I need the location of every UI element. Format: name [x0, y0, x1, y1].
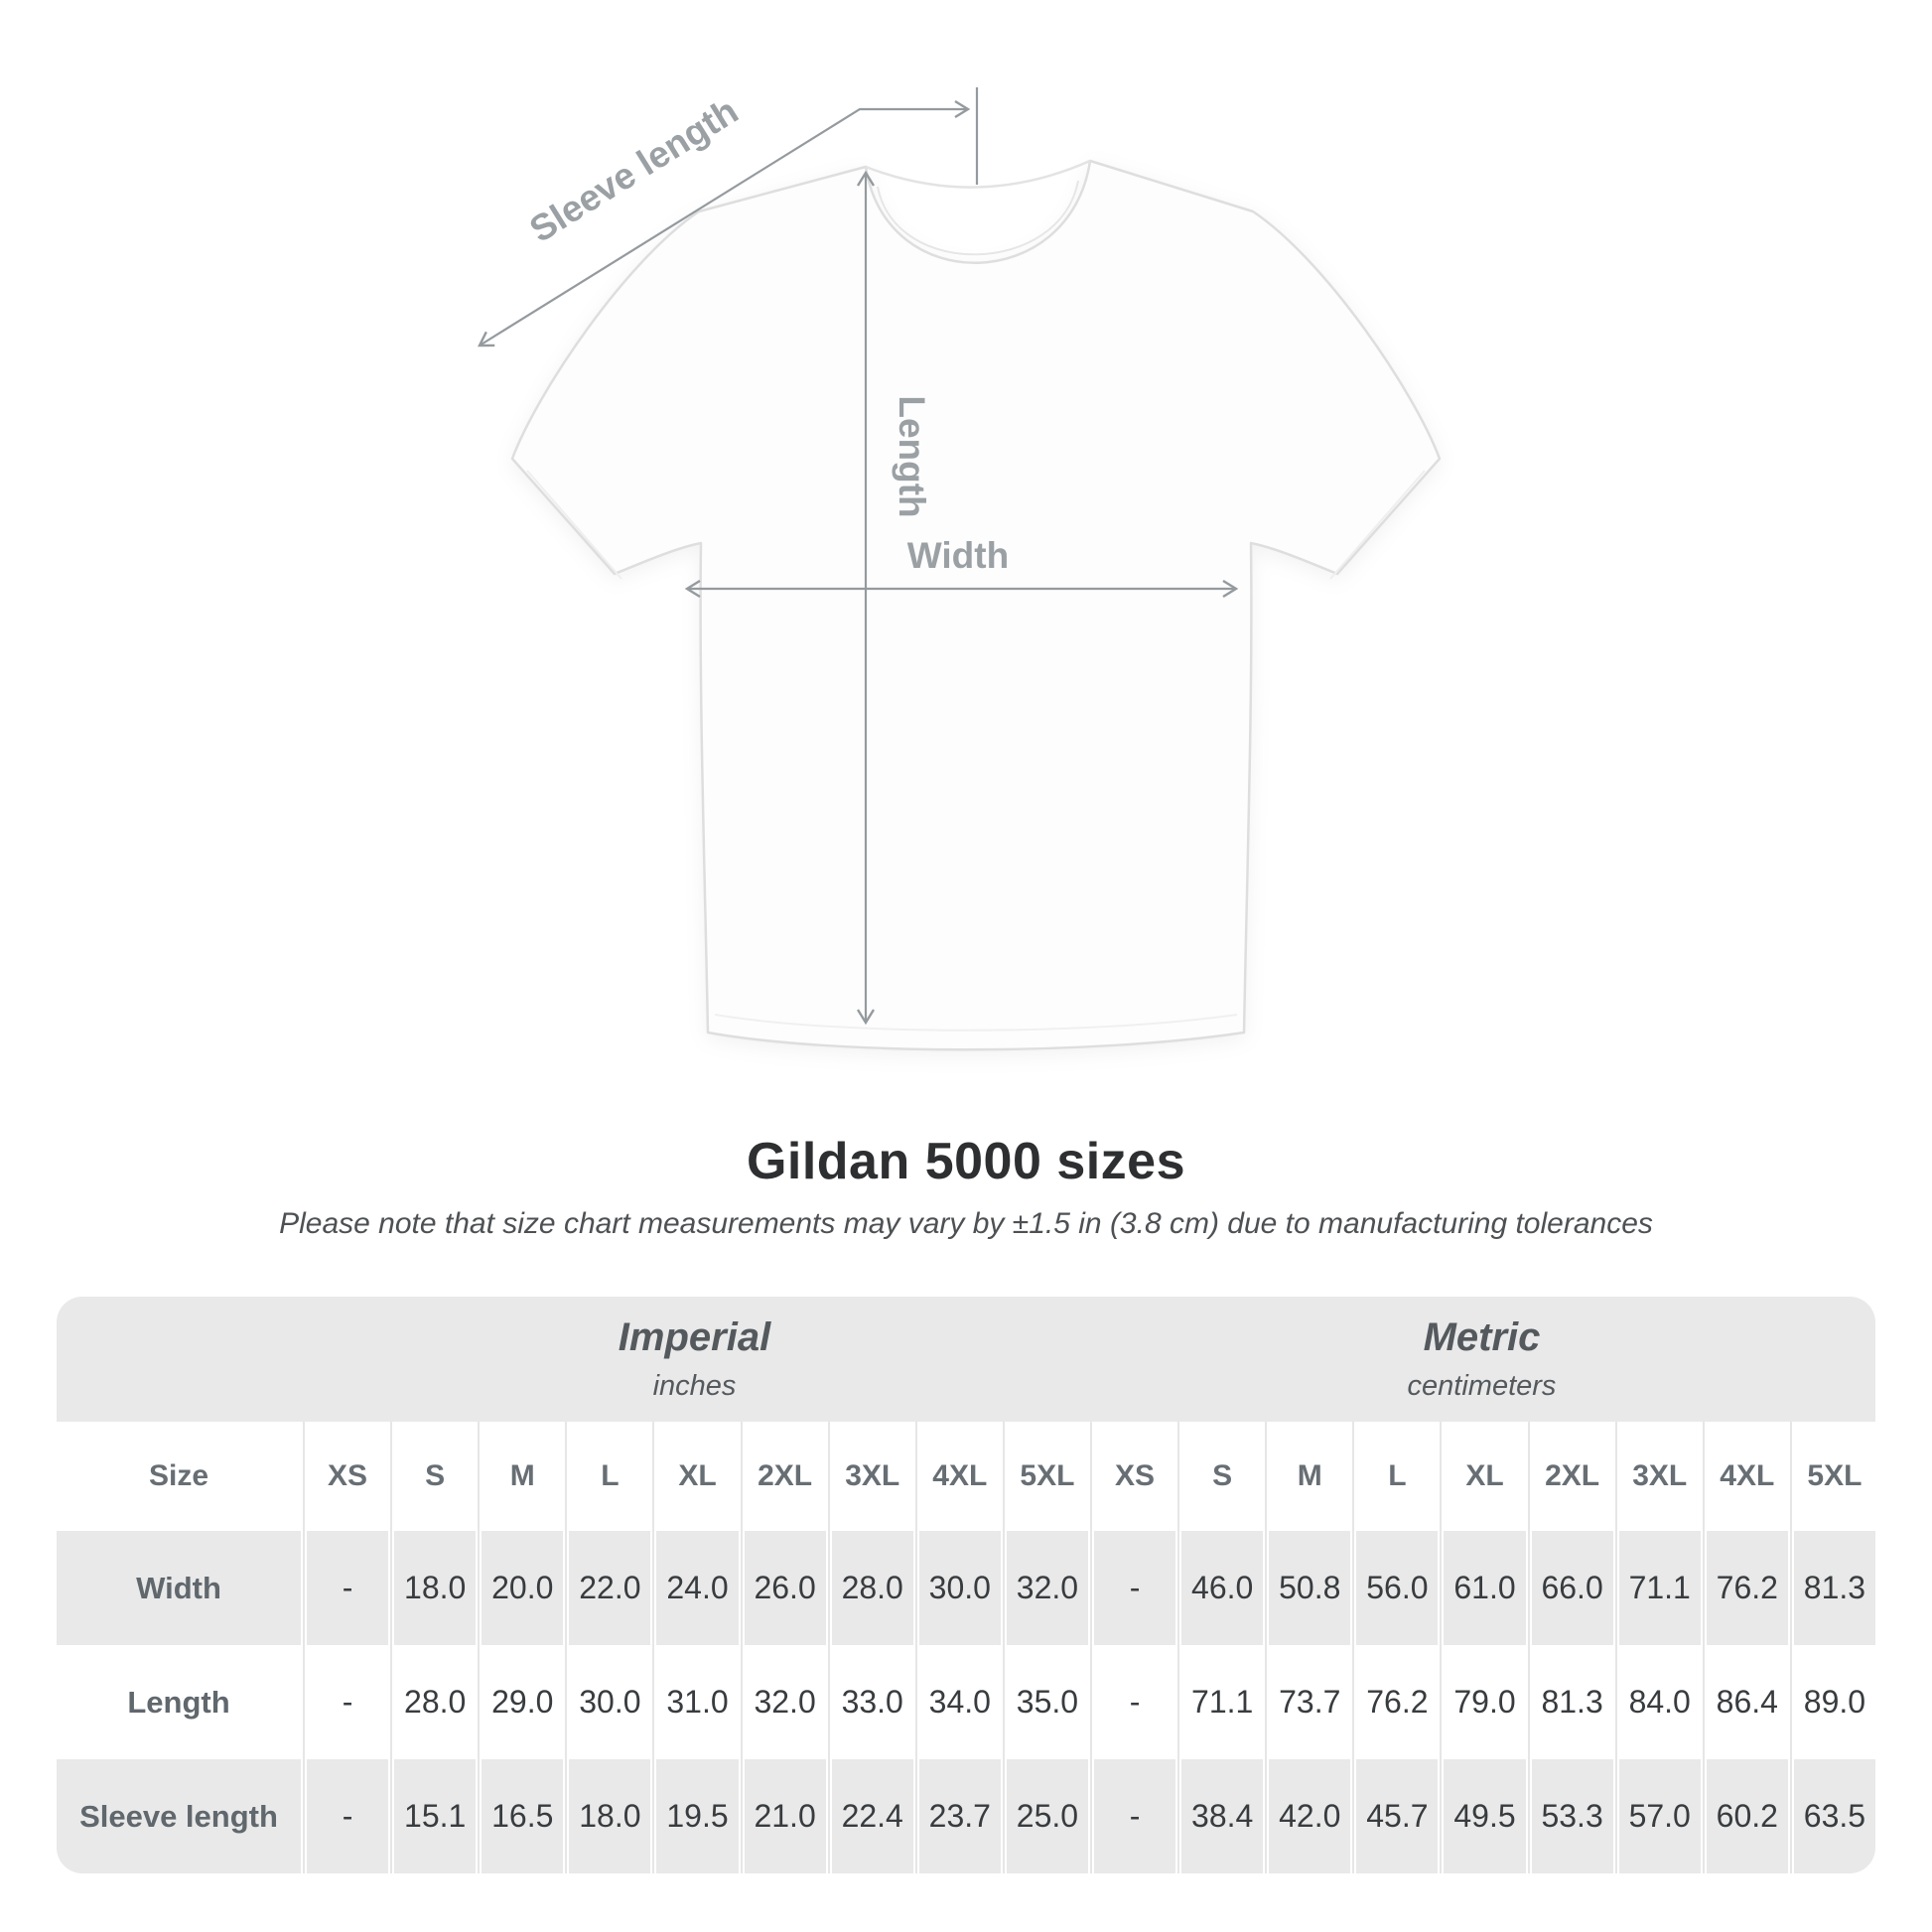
width-metric-4xl: 76.2	[1700, 1531, 1788, 1645]
left-cuff-stitch	[526, 470, 622, 580]
sleeve-length-row: Sleeve length - 15.1 16.5 18.0 19.5 21.0…	[57, 1759, 1875, 1873]
length-row: Length - 28.0 29.0 30.0 31.0 32.0 33.0 3…	[57, 1645, 1875, 1759]
metric-group-unit: centimeters	[1407, 1370, 1557, 1402]
metric-size-2xl: 2XL	[1525, 1422, 1613, 1531]
page-title: Gildan 5000 sizes	[746, 1133, 1186, 1190]
width-row: Width - 18.0 20.0 22.0 24.0 26.0 28.0 30…	[57, 1531, 1875, 1645]
width-metric-l: 56.0	[1350, 1531, 1438, 1645]
length-metric-m: 73.7	[1263, 1645, 1350, 1759]
length-metric-4xl: 86.4	[1700, 1645, 1788, 1759]
sleeve-metric-l: 45.7	[1350, 1759, 1438, 1873]
width-metric-m: 50.8	[1263, 1531, 1350, 1645]
imperial-size-5xl: 5XL	[1000, 1422, 1088, 1531]
size-column-header: Size	[148, 1459, 209, 1492]
width-imperial-xs: -	[301, 1531, 388, 1645]
size-header-row: Size XS S M L XL 2XL 3XL 4XL 5XL XS S M …	[57, 1422, 1875, 1531]
imperial-size-3xl: 3XL	[825, 1422, 913, 1531]
metric-size-l: L	[1350, 1422, 1438, 1531]
sleeve-imperial-2xl: 21.0	[738, 1759, 826, 1873]
width-imperial-2xl: 26.0	[738, 1531, 826, 1645]
imperial-size-s: S	[388, 1422, 476, 1531]
width-metric-s: 46.0	[1175, 1531, 1263, 1645]
sleeve-imperial-5xl: 25.0	[1000, 1759, 1088, 1873]
length-label: Length	[892, 395, 932, 517]
imperial-group-name: Imperial	[618, 1315, 771, 1359]
sleeve-metric-s: 38.4	[1175, 1759, 1263, 1873]
length-metric-5xl: 89.0	[1787, 1645, 1875, 1759]
length-row-label: Length	[127, 1684, 230, 1720]
size-table: Imperial inches Metric centimeters Size …	[57, 1297, 1875, 1873]
imperial-size-2xl: 2XL	[738, 1422, 826, 1531]
tshirt-image	[510, 159, 1442, 1051]
width-imperial-5xl: 32.0	[1000, 1531, 1088, 1645]
sleeve-imperial-3xl: 22.4	[825, 1759, 913, 1873]
right-cuff-stitch	[1329, 470, 1426, 580]
metric-size-xs: XS	[1088, 1422, 1175, 1531]
width-metric-5xl: 81.3	[1787, 1531, 1875, 1645]
sleeve-imperial-4xl: 23.7	[912, 1759, 1001, 1873]
length-metric-xs: -	[1088, 1645, 1175, 1759]
sleeve-metric-5xl: 63.5	[1787, 1759, 1875, 1873]
width-imperial-4xl: 30.0	[912, 1531, 1001, 1645]
length-metric-s: 71.1	[1175, 1645, 1263, 1759]
metric-group-header: Metric centimeters	[1088, 1297, 1875, 1422]
imperial-group-unit: inches	[652, 1370, 737, 1402]
width-metric-3xl: 71.1	[1612, 1531, 1701, 1645]
hem-stitch	[714, 1014, 1238, 1032]
width-metric-xl: 61.0	[1438, 1531, 1525, 1645]
length-metric-l: 76.2	[1350, 1645, 1438, 1759]
length-imperial-m: 29.0	[476, 1645, 563, 1759]
sleeve-imperial-m: 16.5	[476, 1759, 563, 1873]
length-metric-xl: 79.0	[1438, 1645, 1525, 1759]
metric-size-m: M	[1263, 1422, 1350, 1531]
length-metric-2xl: 81.3	[1525, 1645, 1613, 1759]
tolerance-note: Please note that size chart measurements…	[279, 1207, 1653, 1240]
imperial-group-header: Imperial inches	[301, 1297, 1088, 1422]
sleeve-metric-3xl: 57.0	[1612, 1759, 1701, 1873]
length-imperial-4xl: 34.0	[912, 1645, 1001, 1759]
metric-size-4xl: 4XL	[1700, 1422, 1788, 1531]
length-imperial-xl: 31.0	[650, 1645, 738, 1759]
metric-size-s: S	[1175, 1422, 1263, 1531]
imperial-size-4xl: 4XL	[912, 1422, 1001, 1531]
metric-group-name: Metric	[1423, 1315, 1541, 1359]
metric-size-5xl: 5XL	[1787, 1422, 1875, 1531]
length-imperial-2xl: 32.0	[738, 1645, 826, 1759]
sleeve-metric-2xl: 53.3	[1525, 1759, 1613, 1873]
length-imperial-3xl: 33.0	[825, 1645, 913, 1759]
width-imperial-l: 22.0	[563, 1531, 650, 1645]
sleeve-row-label: Sleeve length	[79, 1798, 278, 1834]
sleeve-imperial-s: 15.1	[388, 1759, 476, 1873]
unit-group-band: Imperial inches Metric centimeters	[57, 1297, 1875, 1422]
metric-size-xl: XL	[1438, 1422, 1525, 1531]
sleeve-metric-xs: -	[1088, 1759, 1175, 1873]
sleeve-metric-4xl: 60.2	[1700, 1759, 1788, 1873]
width-metric-xs: -	[1088, 1531, 1175, 1645]
width-metric-2xl: 66.0	[1525, 1531, 1613, 1645]
width-imperial-m: 20.0	[476, 1531, 563, 1645]
length-imperial-5xl: 35.0	[1000, 1645, 1088, 1759]
sleeve-metric-xl: 49.5	[1438, 1759, 1525, 1873]
length-metric-3xl: 84.0	[1612, 1645, 1701, 1759]
width-label: Width	[907, 535, 1009, 576]
tshirt-diagram: Sleeve length Length Width	[478, 87, 1442, 1051]
width-imperial-xl: 24.0	[650, 1531, 738, 1645]
width-imperial-s: 18.0	[388, 1531, 476, 1645]
imperial-size-xl: XL	[650, 1422, 738, 1531]
imperial-size-xs: XS	[301, 1422, 388, 1531]
sleeve-imperial-xs: -	[301, 1759, 388, 1873]
width-imperial-3xl: 28.0	[825, 1531, 913, 1645]
sleeve-imperial-l: 18.0	[563, 1759, 650, 1873]
sleeve-length-arrow	[478, 99, 971, 347]
metric-size-3xl: 3XL	[1612, 1422, 1701, 1531]
imperial-size-l: L	[563, 1422, 650, 1531]
imperial-size-m: M	[476, 1422, 563, 1531]
sleeve-imperial-xl: 19.5	[650, 1759, 738, 1873]
length-imperial-xs: -	[301, 1645, 388, 1759]
width-row-label: Width	[136, 1570, 221, 1605]
length-imperial-l: 30.0	[563, 1645, 650, 1759]
sleeve-metric-m: 42.0	[1263, 1759, 1350, 1873]
length-imperial-s: 28.0	[388, 1645, 476, 1759]
